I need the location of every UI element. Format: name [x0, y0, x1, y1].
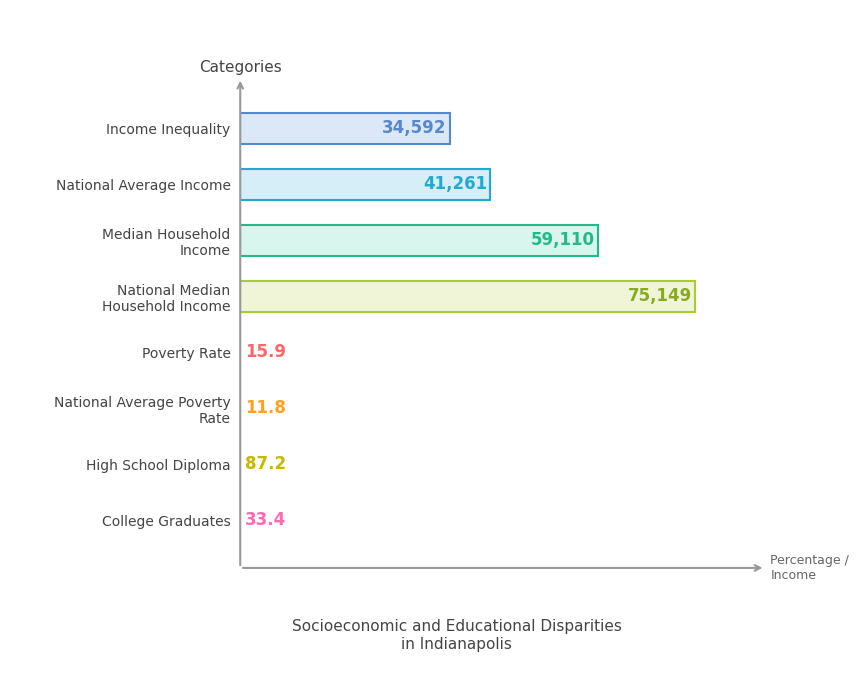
Bar [240, 113, 450, 143]
Text: 75,149: 75,149 [628, 287, 692, 306]
Text: Categories: Categories [199, 60, 281, 75]
Text: 33.4: 33.4 [245, 512, 287, 530]
Text: Percentage /
Income: Percentage / Income [770, 554, 849, 582]
Text: Socioeconomic and Educational Disparities
in Indianapolis: Socioeconomic and Educational Disparitie… [292, 619, 621, 652]
Text: 41,261: 41,261 [423, 175, 487, 193]
Text: 34,592: 34,592 [383, 119, 447, 137]
Text: 11.8: 11.8 [245, 400, 286, 418]
Bar [240, 225, 598, 255]
Bar [240, 169, 490, 200]
Text: 15.9: 15.9 [245, 343, 286, 361]
Text: 59,110: 59,110 [531, 231, 595, 249]
Text: 87.2: 87.2 [245, 455, 287, 473]
Bar [240, 281, 695, 312]
